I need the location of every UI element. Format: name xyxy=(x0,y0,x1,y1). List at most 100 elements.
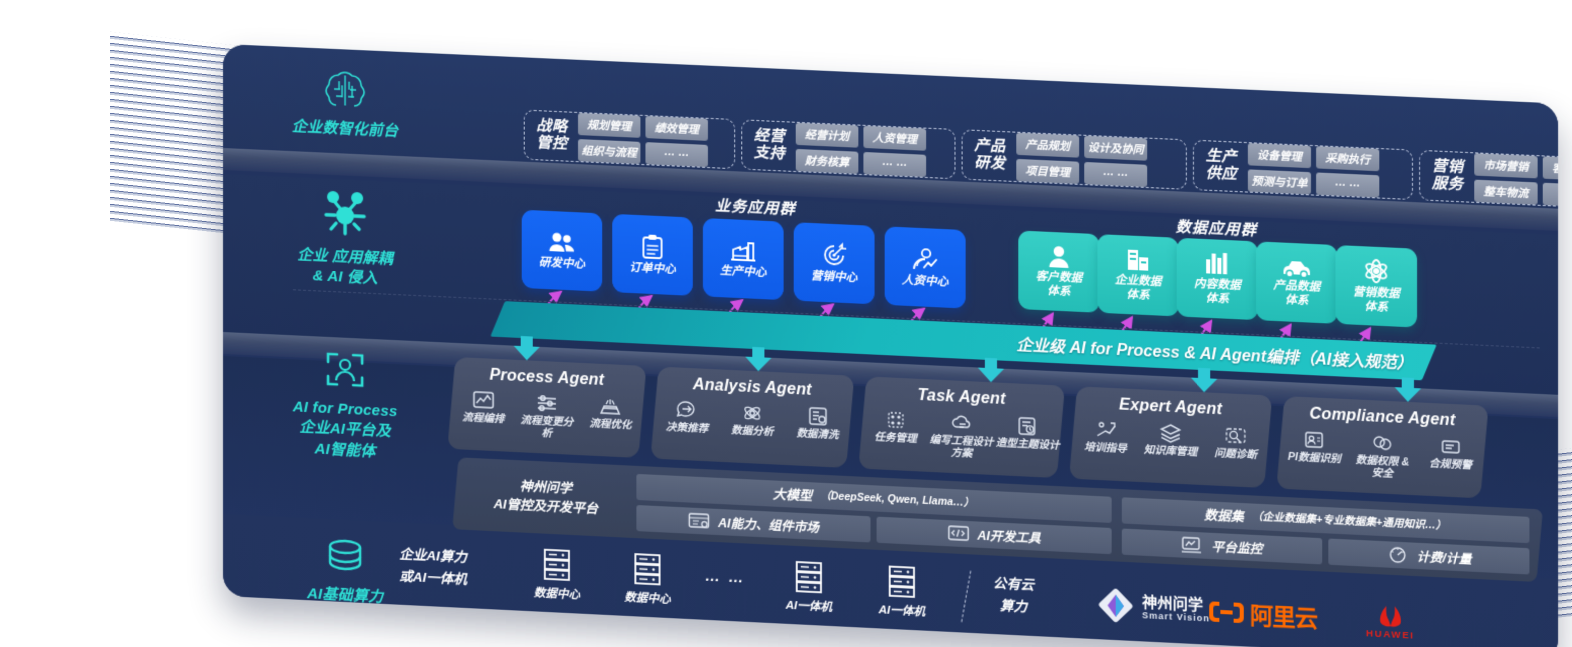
sidebar-item-decoupling[interactable]: 企业 应用解耦 & AI 侵入 xyxy=(251,185,439,292)
agent-item[interactable]: 合规预警 xyxy=(1417,435,1484,485)
aliyun-logo[interactable]: 阿里云 xyxy=(1209,594,1317,634)
agent-card-analysis[interactable]: Analysis Agent 决策推荐 xyxy=(650,366,855,468)
agent-item[interactable]: 数据分析 xyxy=(720,402,785,440)
agent-item-label: PI数据识别 xyxy=(1287,450,1341,466)
component-market-icon xyxy=(688,511,710,530)
agent-item[interactable]: 数据权限 & 安全 xyxy=(1349,431,1416,481)
infra-data-center-2[interactable]: 数据中心 xyxy=(624,552,671,608)
agent-item[interactable]: 造型主题设计 xyxy=(995,415,1061,465)
infra-ai-appliance-2[interactable]: AI一体机 xyxy=(879,564,925,620)
chip[interactable]: 人资管理 xyxy=(863,125,927,151)
platform-dataset-sub: （企业数据集+专业数据集+通用知识…） xyxy=(1251,510,1447,533)
agent-item[interactable]: 知识库管理 xyxy=(1138,421,1202,459)
sidebar-item-front-office[interactable]: 企业数智化前台 xyxy=(251,65,439,144)
domain-group-product-rd[interactable]: 产品 研发 产品规划 设计及协同 项目管理 … … xyxy=(961,129,1187,190)
infra-label-2: 算力 xyxy=(999,597,1028,615)
app-label-2: 体系 xyxy=(1205,292,1230,306)
domain-group-strategy[interactable]: 战略 管控 规划管理 绩效管理 组织与流程 … … xyxy=(523,109,736,170)
domain-name-operations-2: 支持 xyxy=(753,143,786,163)
person-scan-icon xyxy=(326,352,363,387)
app-card-marketing-data[interactable]: 营销数据 体系 xyxy=(1335,245,1418,328)
chip[interactable]: 绩效管理 xyxy=(645,116,708,141)
huawei-mark xyxy=(1379,605,1401,628)
training-icon xyxy=(1094,419,1116,440)
logo-text: 阿里云 xyxy=(1249,602,1318,632)
agent-card-process[interactable]: Process Agent 流程编排 xyxy=(447,356,647,458)
app-label: 营销数据 xyxy=(1352,285,1400,301)
chip[interactable]: 整车物流 xyxy=(1474,179,1538,205)
smart-vision-logo[interactable]: 神州问学 Smart Vision xyxy=(1095,585,1210,631)
server-icon xyxy=(542,548,572,584)
infra-enterprise-compute[interactable]: 企业AI算力 或AI一体机 xyxy=(399,547,467,589)
chip[interactable]: 规划管理 xyxy=(578,112,641,138)
app-card-order-center[interactable]: 订单中心 xyxy=(612,213,693,296)
app-card-marketing-center[interactable]: 营销中心 xyxy=(793,222,875,305)
chip[interactable]: 产品规划 xyxy=(1016,132,1080,158)
agent-card-expert[interactable]: Expert Agent 培训指导 xyxy=(1068,386,1273,488)
gauge-icon xyxy=(1386,545,1408,564)
chip[interactable]: … … xyxy=(863,151,927,177)
chip[interactable]: 客户关系 xyxy=(1542,156,1559,182)
agent-item[interactable]: 编写工程设计方案 xyxy=(929,411,994,461)
infra-label: 数据中心 xyxy=(533,587,581,602)
platform-billing[interactable]: 计费/计量 xyxy=(1328,537,1530,575)
chip[interactable]: 设备管理 xyxy=(1247,143,1311,169)
chip[interactable]: 市场营销 xyxy=(1474,153,1538,179)
agent-item[interactable]: 决策推荐 xyxy=(655,398,720,436)
chip[interactable]: 预测与订单 xyxy=(1247,169,1311,195)
agent-item-label: 知识库管理 xyxy=(1143,443,1198,459)
building-icon xyxy=(1127,249,1149,271)
app-card-hr-center[interactable]: 人资中心 xyxy=(884,226,966,309)
platform-ability-market[interactable]: AI能力、组件市场 xyxy=(636,504,871,542)
dev-tool-icon xyxy=(947,524,969,543)
chip[interactable]: 采购执行 xyxy=(1316,146,1380,172)
app-card-product-data[interactable]: 产品数据 体系 xyxy=(1256,241,1338,324)
chip[interactable]: 组织与流程 xyxy=(578,139,641,164)
domain-group-operations[interactable]: 经营 支持 经营计划 人资管理 财务核算 … … xyxy=(741,119,956,180)
app-card-content-data[interactable]: 内容数据 体系 xyxy=(1176,237,1259,321)
agent-card-compliance[interactable]: Compliance Agent PI数据识别 xyxy=(1276,396,1489,499)
agent-item[interactable]: 数据清洗 xyxy=(785,405,850,443)
app-card-enterprise-data[interactable]: 企业数据 体系 xyxy=(1097,234,1179,317)
agent-item[interactable]: 培训指导 xyxy=(1073,418,1137,456)
chip[interactable]: 设计及协同 xyxy=(1084,135,1148,161)
chip[interactable]: … … xyxy=(1542,182,1559,208)
sidebar-item-infrastructure[interactable]: AI基础算力 xyxy=(251,533,439,611)
app-label-2: 体系 xyxy=(1364,300,1388,314)
platform-dev-tools[interactable]: AI开发工具 xyxy=(876,516,1112,554)
app-card-customer-data[interactable]: 客户数据 体系 xyxy=(1018,230,1100,313)
agent-item[interactable]: 流程变更分析 xyxy=(515,392,578,441)
agent-item-label: 流程变更分析 xyxy=(520,414,574,440)
chip[interactable]: … … xyxy=(1316,172,1380,198)
chip[interactable]: 经营计划 xyxy=(795,122,859,148)
app-card-rd-center[interactable]: 研发中心 xyxy=(521,209,603,292)
huawei-logo[interactable]: HUAWEI xyxy=(1366,596,1415,642)
chip[interactable]: 项目管理 xyxy=(1016,158,1080,184)
agent-item[interactable]: 流程编排 xyxy=(452,389,515,438)
sidebar-item-ai-for-process[interactable]: AI for Process 企业AI平台及 AI智能体 xyxy=(251,343,439,465)
agent-title: Analysis Agent xyxy=(692,376,812,399)
agent-title: Task Agent xyxy=(917,386,1006,409)
platform-monitor[interactable]: 平台监控 xyxy=(1121,527,1323,564)
platform-dataset-label: 数据集 xyxy=(1204,507,1244,525)
infra-ai-appliance-1[interactable]: AI一体机 xyxy=(786,559,832,615)
agent-item[interactable]: 流程优化 xyxy=(579,395,642,444)
flow-chart-icon xyxy=(472,390,494,411)
domain-name-marketing-1: 营销 xyxy=(1431,157,1464,177)
agent-item[interactable]: 问题诊断 xyxy=(1203,425,1267,463)
agent-card-task[interactable]: Task Agent 编写工程设计方案 任务管理 xyxy=(858,376,1065,479)
agent-item-label: 流程编排 xyxy=(462,411,505,426)
platform-ability-label: AI能力、组件市场 xyxy=(717,515,819,535)
chip[interactable]: … … xyxy=(1084,161,1148,187)
app-card-production-center[interactable]: 生产中心 xyxy=(702,218,784,301)
infra-data-center-1[interactable]: 数据中心 xyxy=(534,547,580,603)
agent-item[interactable]: 编写工程设计方案 任务管理 xyxy=(863,408,928,457)
agent-item[interactable]: PI数据识别 xyxy=(1281,428,1348,478)
infra-label: 企业AI算力 xyxy=(399,546,467,565)
chip[interactable]: 财务核算 xyxy=(795,148,859,174)
optimize-icon xyxy=(599,396,621,417)
infra-public-cloud[interactable]: 公有云 算力 xyxy=(993,576,1034,617)
chip[interactable]: … … xyxy=(645,142,708,168)
domain-group-production-supply[interactable]: 生产 供应 设备管理 采购执行 预测与订单 … … xyxy=(1192,139,1413,201)
